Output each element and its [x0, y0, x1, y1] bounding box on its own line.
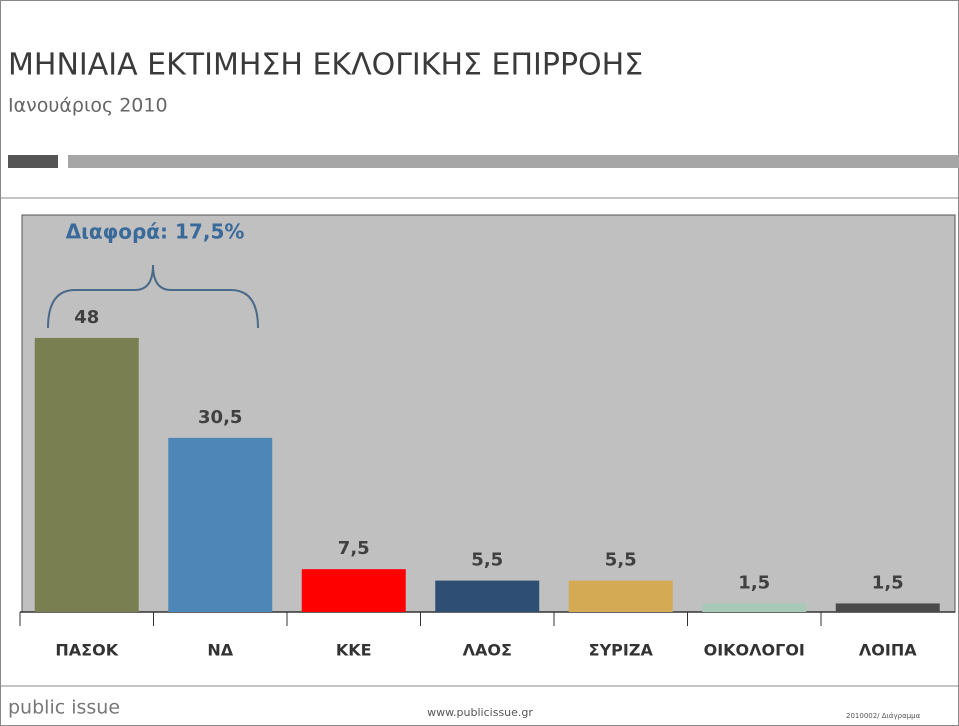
chart-subtitle: Ιανουάριος 2010 [8, 95, 168, 117]
annotation: Διαφορά: 17,5% [66, 220, 245, 244]
bar [568, 580, 673, 612]
code: 2010002/ Διάγραμμα [846, 712, 921, 720]
x-tick-label: ΛΟΙΠΑ [859, 641, 917, 660]
bar [301, 569, 406, 612]
bar [34, 337, 139, 612]
chart-title: ΜΗΝΙΑΙΑ ΕΚΤΙΜΗΣΗ ΕΚΛΟΓΙΚΗΣ ΕΠΙΡΡΟΗΣ [8, 48, 643, 83]
x-tick-label: ΠΑΣΟΚ [55, 641, 118, 660]
value-label: 1,5 [738, 572, 770, 593]
x-tick-label: ΣΥΡΙΖΑ [589, 641, 654, 660]
value-label: 7,5 [338, 538, 370, 559]
value-label: 5,5 [605, 550, 637, 571]
bar [702, 603, 807, 612]
brand: public issue [8, 697, 120, 719]
header-bar [68, 155, 959, 168]
url: www.publicissue.gr [427, 706, 533, 719]
x-tick-label: ΛΑΟΣ [463, 641, 512, 660]
brace [47, 264, 259, 329]
header-bar [8, 155, 58, 168]
bar [835, 603, 940, 612]
value-label: 1,5 [872, 572, 904, 593]
value-label: 5,5 [471, 550, 503, 571]
bar [168, 437, 273, 612]
value-label: 48 [74, 307, 99, 328]
bar [435, 580, 540, 612]
x-tick-label: ΝΔ [207, 641, 233, 660]
x-tick-label: ΟΙΚΟΛΟΓΟΙ [704, 641, 805, 660]
x-tick-label: ΚΚΕ [336, 641, 372, 660]
value-label: 30,5 [198, 407, 242, 428]
